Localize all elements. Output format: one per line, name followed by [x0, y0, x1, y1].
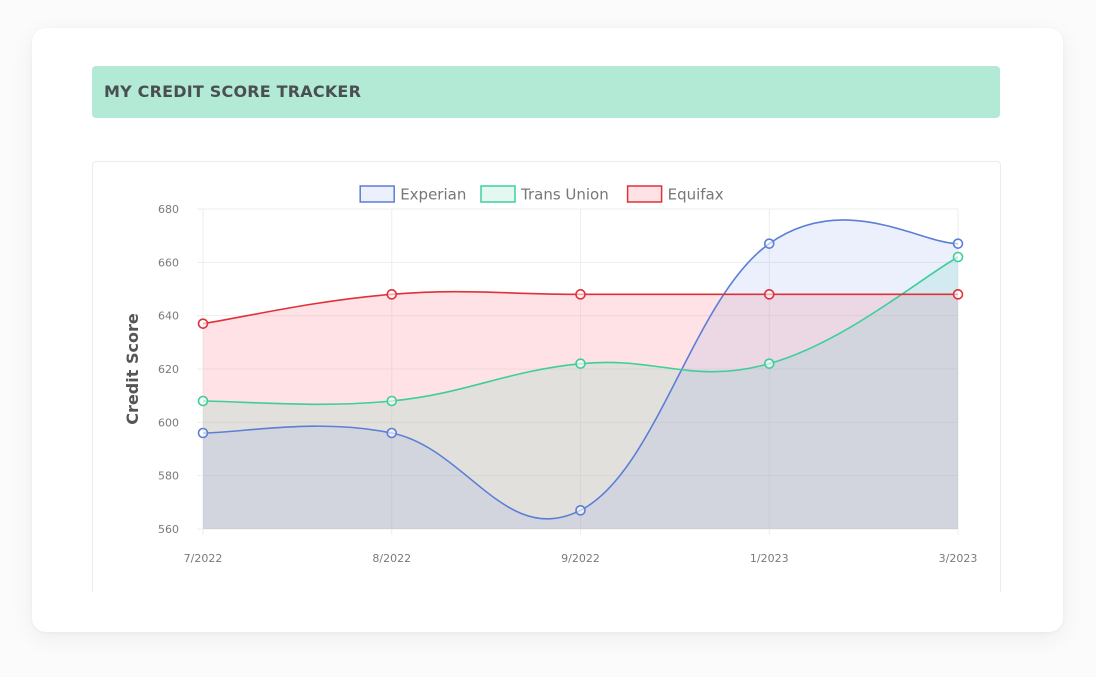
y-axis-label: Credit Score — [123, 313, 142, 425]
data-point — [575, 505, 586, 516]
card: MY CREDIT SCORE TRACKER — [32, 28, 1063, 632]
chart-container — [92, 161, 1001, 592]
data-point — [386, 427, 398, 439]
data-point — [763, 289, 775, 300]
title-bar: MY CREDIT SCORE TRACKER — [92, 66, 1000, 118]
series-points — [197, 238, 964, 516]
legend-swatch — [359, 185, 395, 203]
legend-item: Trans Union — [480, 185, 609, 204]
data-point — [386, 289, 398, 300]
data-point — [952, 289, 964, 300]
data-point — [952, 238, 964, 249]
legend-item: Equifax — [626, 185, 724, 204]
data-point — [197, 427, 209, 439]
legend-swatch — [480, 185, 516, 203]
x-tick-label: 7/2022 — [184, 552, 223, 565]
x-tick-label: 3/2023 — [939, 552, 978, 565]
data-point — [197, 395, 209, 407]
page-title: MY CREDIT SCORE TRACKER — [104, 82, 362, 101]
legend-label: Trans Union — [520, 186, 609, 204]
y-tick-label: 660 — [158, 256, 179, 269]
x-tick-label: 1/2023 — [750, 552, 789, 565]
y-tick-label: 560 — [158, 523, 179, 536]
data-point — [763, 358, 775, 369]
y-tick-label: 580 — [158, 470, 179, 483]
y-tick-label: 680 — [158, 203, 179, 216]
legend-swatch — [626, 185, 663, 203]
legend-label: Experian — [400, 186, 466, 204]
data-point — [197, 318, 209, 329]
x-tick-label: 9/2022 — [561, 552, 600, 565]
y-tick-label: 600 — [158, 416, 179, 429]
series-area — [203, 257, 958, 529]
series-line — [202, 219, 959, 520]
legend-item: Experian — [359, 185, 466, 204]
y-axis-ticks: 680 660 640 620 600 580 560 — [158, 203, 179, 536]
y-tick-label: 640 — [158, 310, 179, 323]
grid — [197, 208, 959, 535]
legend-label: Equifax — [668, 186, 724, 204]
data-point — [386, 395, 398, 407]
data-point — [952, 251, 964, 263]
data-point — [763, 238, 775, 249]
data-point — [575, 289, 586, 300]
legend: Experian Trans Union Equifax — [359, 185, 724, 204]
series-area — [203, 291, 958, 529]
x-tick-label: 8/2022 — [372, 552, 411, 565]
x-axis-ticks: 7/2022 8/2022 9/2022 1/2023 3/2023 — [184, 552, 978, 565]
y-tick-label: 620 — [158, 363, 179, 376]
data-point — [575, 358, 586, 369]
